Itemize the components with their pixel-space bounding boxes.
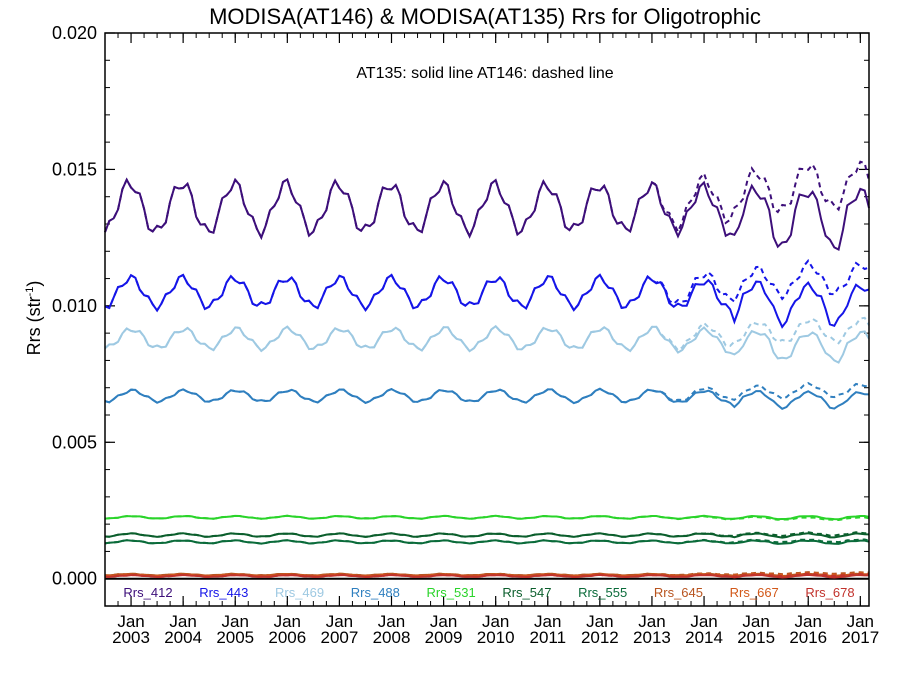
- y-axis-label-superscript: -1: [24, 287, 36, 297]
- series-line-rrs-531-solid: [104, 514, 870, 521]
- x-tick-year-label: 2005: [216, 628, 254, 647]
- x-tick-year-label: 2016: [789, 628, 827, 647]
- legend-label-rrs-412: Rrs_412: [123, 585, 172, 600]
- legend-label-rrs-488: Rrs_488: [351, 585, 400, 600]
- legend-label-rrs-443: Rrs_443: [199, 585, 248, 600]
- x-tick-month-label: Jan: [378, 612, 405, 631]
- series-line-rrs-412-solid: [104, 177, 870, 251]
- series-line-rrs-555-solid: [104, 539, 870, 545]
- x-tick-month-label: Jan: [274, 612, 301, 631]
- legend-label-rrs-645: Rrs_645: [654, 585, 703, 600]
- series-line-rrs-469-dashed: [104, 316, 870, 353]
- x-tick-month-label: Jan: [169, 612, 196, 631]
- legend-label-rrs-555: Rrs_555: [578, 585, 627, 600]
- x-tick-year-label: 2014: [685, 628, 723, 647]
- x-tick-month-label: Jan: [847, 612, 874, 631]
- x-tick-month-label: Jan: [638, 612, 665, 631]
- chart-title: MODISA(AT146) & MODISA(AT135) Rrs for Ol…: [209, 4, 761, 29]
- x-tick-year-label: 2007: [320, 628, 358, 647]
- x-tick-month-label: Jan: [430, 612, 457, 631]
- x-tick-month-label: Jan: [742, 612, 769, 631]
- x-tick-year-label: 2004: [164, 628, 202, 647]
- y-axis-label-suffix: ): [24, 281, 44, 287]
- legend-label-rrs-667: Rrs_667: [730, 585, 779, 600]
- x-tick-year-label: 2006: [268, 628, 306, 647]
- x-tick-month-label: Jan: [534, 612, 561, 631]
- x-tick-year-label: 2011: [529, 628, 566, 647]
- x-tick-month-label: Jan: [795, 612, 822, 631]
- series-line-rrs-678-solid: [104, 573, 869, 579]
- x-tick-month-label: Jan: [117, 612, 144, 631]
- y-tick-label: 0.015: [52, 159, 97, 179]
- legend-label-rrs-547: Rrs_547: [502, 585, 551, 600]
- x-tick-month-label: Jan: [482, 612, 509, 631]
- y-tick-label: 0.000: [52, 569, 97, 589]
- x-tick-year-label: 2003: [112, 628, 150, 647]
- y-axis-label: Rrs (str-1): [24, 281, 44, 356]
- x-tick-month-label: Jan: [326, 612, 353, 631]
- x-tick-year-label: 2012: [581, 628, 619, 647]
- legend-label-rrs-678: Rrs_678: [805, 585, 854, 600]
- x-tick-year-label: 2013: [633, 628, 671, 647]
- y-axis-label-main: Rrs (str: [24, 296, 44, 355]
- x-tick-year-label: 2008: [373, 628, 411, 647]
- x-tick-year-label: 2009: [425, 628, 463, 647]
- x-tick-month-label: Jan: [690, 612, 717, 631]
- series-line-rrs-443-solid: [104, 273, 870, 329]
- chart-annotation: AT135: solid line AT146: dashed line: [356, 65, 613, 82]
- x-tick-year-label: 2015: [737, 628, 775, 647]
- y-tick-label: 0.020: [52, 23, 97, 43]
- x-tick-month-label: Jan: [222, 612, 249, 631]
- x-tick-year-label: 2010: [477, 628, 515, 647]
- plot-area: 0.0000.0050.0100.0150.020Jan2003Jan2004J…: [52, 23, 879, 647]
- legend-label-rrs-531: Rrs_531: [427, 585, 476, 600]
- series-line-rrs-469-solid: [104, 324, 870, 364]
- x-tick-month-label: Jan: [586, 612, 613, 631]
- y-tick-label: 0.005: [52, 432, 97, 452]
- series-line-rrs-488-solid: [104, 387, 870, 410]
- x-tick-year-label: 2017: [841, 628, 879, 647]
- series-line-rrs-547-solid: [104, 532, 870, 539]
- plot-frame: [104, 32, 870, 607]
- legend-label-rrs-469: Rrs_469: [275, 585, 324, 600]
- y-tick-label: 0.010: [52, 296, 97, 316]
